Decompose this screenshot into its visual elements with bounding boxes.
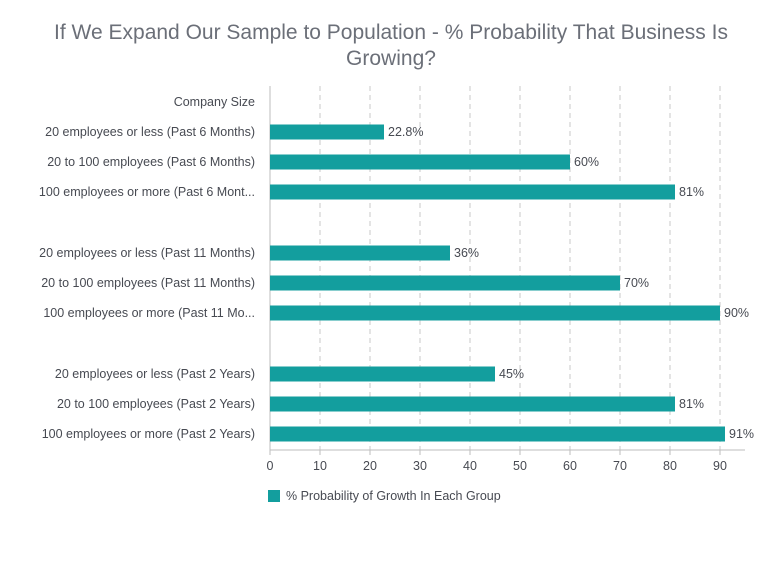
data-label: 70% (624, 276, 649, 290)
bar (270, 245, 450, 261)
data-label: 22.8% (388, 125, 423, 139)
x-tick-label: 40 (463, 459, 477, 473)
data-label: 36% (454, 246, 479, 260)
category-label: 20 to 100 employees (Past 11 Months) (41, 276, 255, 290)
bar (270, 275, 620, 291)
y-axis-header: Company Size (174, 95, 255, 109)
x-tick-label: 50 (513, 459, 527, 473)
x-tick-label: 80 (663, 459, 677, 473)
bar (270, 396, 675, 412)
x-tick-label: 20 (363, 459, 377, 473)
bar (270, 366, 495, 382)
category-label: 20 to 100 employees (Past 2 Years) (57, 397, 255, 411)
data-label: 45% (499, 367, 524, 381)
chart-title: If We Expand Our Sample to Population - … (54, 21, 728, 70)
category-label: 100 employees or more (Past 2 Years) (42, 427, 255, 441)
data-label: 60% (574, 155, 599, 169)
legend-label: % Probability of Growth In Each Group (286, 489, 501, 503)
x-tick-label: 60 (563, 459, 577, 473)
category-label: 20 to 100 employees (Past 6 Months) (47, 155, 255, 169)
category-label: 20 employees or less (Past 11 Months) (39, 246, 255, 260)
category-label: 100 employees or more (Past 6 Mont... (39, 185, 255, 199)
x-tick-label: 90 (713, 459, 727, 473)
data-label: 90% (724, 306, 749, 320)
x-tick-label: 0 (267, 459, 274, 473)
data-label: 91% (729, 427, 754, 441)
x-tick-label: 30 (413, 459, 427, 473)
bar (270, 124, 384, 140)
legend-swatch (268, 490, 280, 502)
category-label: 20 employees or less (Past 6 Months) (45, 125, 255, 139)
data-label: 81% (679, 185, 704, 199)
category-label: 20 employees or less (Past 2 Years) (55, 367, 255, 381)
bar (270, 305, 720, 321)
bar (270, 426, 725, 442)
bar (270, 184, 675, 200)
x-tick-label: 70 (613, 459, 627, 473)
x-tick-label: 10 (313, 459, 327, 473)
category-label: 100 employees or more (Past 11 Mo... (43, 306, 255, 320)
bar (270, 154, 570, 170)
data-label: 81% (679, 397, 704, 411)
